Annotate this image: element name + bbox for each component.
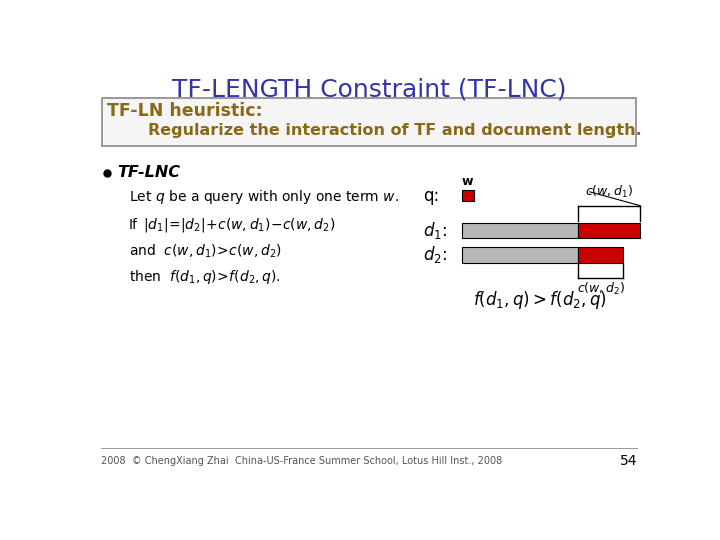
Bar [578,247,624,262]
Bar [462,190,474,201]
Text: $d_1$:: $d_1$: [423,220,447,241]
Bar [462,222,578,238]
Text: q:: q: [423,187,439,205]
Text: $|d_1|\!=\!|d_2|\!+\!c(w,d_1)\!-\!c(w,d_2)$: $|d_1|\!=\!|d_2|\!+\!c(w,d_1)\!-\!c(w,d_… [143,216,335,234]
Text: China-US-France Summer School, Lotus Hill Inst., 2008: China-US-France Summer School, Lotus Hil… [235,456,503,465]
Text: TF-LNC: TF-LNC [117,165,180,180]
Text: w: w [462,174,474,187]
Bar [102,98,636,146]
Text: then  $f(d_1,q)\!>\!f(d_2,q).$: then $f(d_1,q)\!>\!f(d_2,q).$ [129,267,281,286]
Text: $c(w,d_1)$: $c(w,d_1)$ [585,184,634,200]
Bar [462,247,578,262]
Text: Let $q$ be a query with only one term $w$.: Let $q$ be a query with only one term $w… [129,188,399,206]
Text: Regularize the interaction of TF and document length.: Regularize the interaction of TF and doc… [148,123,642,138]
Text: If: If [129,218,138,232]
Bar [578,222,640,238]
Text: $f(d_1,q)>f(d_2,q)$: $f(d_1,q)>f(d_2,q)$ [472,289,606,310]
Text: $c(w,d_2)$: $c(w,d_2)$ [577,281,625,297]
Text: $d_2$:: $d_2$: [423,245,447,266]
Text: 2008  © ChengXiang Zhai: 2008 © ChengXiang Zhai [101,456,228,465]
Text: 54: 54 [620,454,637,468]
Text: TF-LENGTH Constraint (TF-LNC): TF-LENGTH Constraint (TF-LNC) [172,77,566,102]
Text: and  $c(w,d_1)\!>\!c(w,d_2)$: and $c(w,d_1)\!>\!c(w,d_2)$ [129,242,282,260]
Text: TF-LN heuristic:: TF-LN heuristic: [107,102,263,120]
